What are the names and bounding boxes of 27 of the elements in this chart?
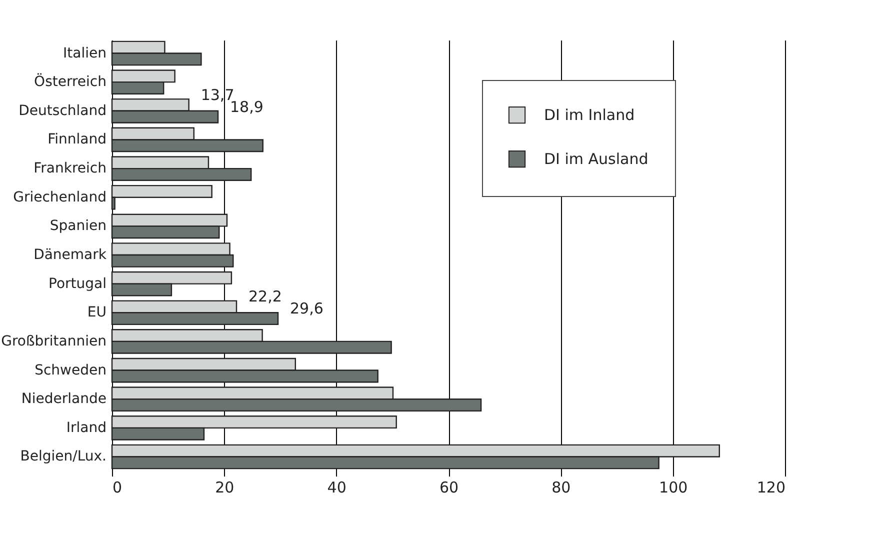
data-label: 22,2 (248, 288, 282, 306)
y-tick-label: Großbritannien (1, 333, 106, 350)
y-tick-label: Deutschland (18, 102, 106, 119)
x-tick-label: 60 (439, 478, 459, 496)
y-tick-label: Dänemark (34, 247, 108, 263)
legend-label: DI im Ausland (544, 150, 648, 168)
y-tick-label: Griechenland (13, 189, 106, 206)
x-tick-label: 120 (756, 478, 786, 496)
y-tick-label: Portugal (48, 276, 106, 292)
y-tick-label: Irland (66, 420, 106, 436)
data-label: 29,6 (290, 300, 324, 318)
y-tick-label: Schweden (34, 362, 106, 378)
y-tick-label: Niederlande (21, 391, 106, 408)
legend-label: DI im Inland (544, 106, 635, 124)
y-tick-label: Finnland (48, 132, 106, 148)
y-tick-label: Italien (63, 45, 106, 62)
y-tick-label: EU (87, 304, 106, 321)
y-tick-label: Belgien/Lux. (20, 448, 106, 465)
y-tick-label: Österreich (34, 73, 106, 90)
x-tick-label: 20 (215, 478, 234, 496)
data-label: 18,9 (230, 98, 264, 116)
x-tick-label: 40 (327, 478, 346, 496)
x-tick-label: 80 (552, 478, 571, 496)
x-tick-label: 0 (112, 478, 122, 496)
y-tick-label: Spanien (50, 218, 106, 234)
y-tick-label: Frankreich (34, 160, 106, 177)
x-tick-label: 100 (659, 478, 688, 496)
